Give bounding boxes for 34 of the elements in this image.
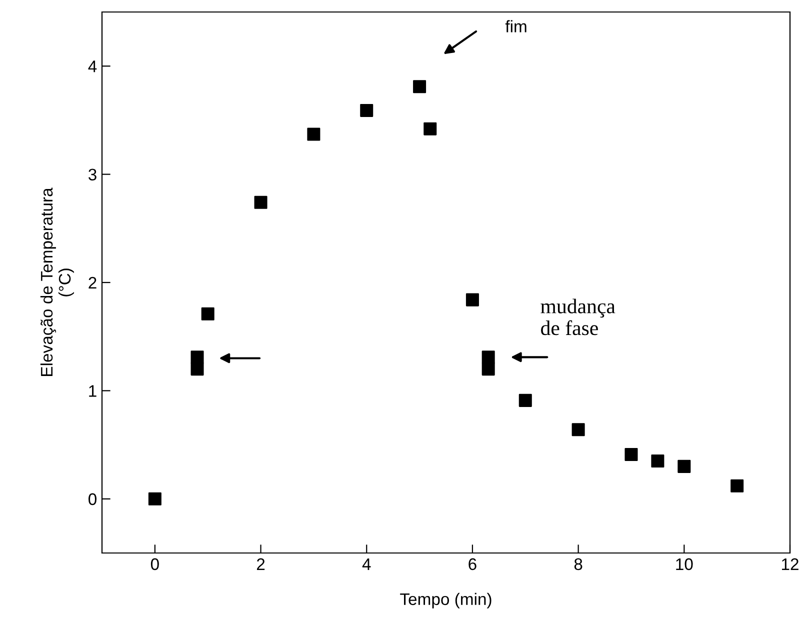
point	[482, 350, 495, 364]
x-tick-label: 2	[256, 558, 265, 570]
y-axis-title: Elevação de Temperatura (°C)	[40, 188, 74, 376]
x-tick-label: 10	[676, 558, 693, 570]
point	[148, 492, 162, 506]
y-tick-label: 0	[88, 493, 96, 506]
point	[624, 448, 638, 462]
annotation: fim	[505, 20, 526, 32]
point	[190, 350, 204, 364]
x-tick-label: 6	[468, 558, 476, 570]
point	[651, 454, 664, 468]
annotation: mudança de fase	[540, 298, 616, 336]
point	[482, 362, 495, 376]
point	[572, 423, 585, 436]
point	[413, 80, 426, 94]
y-tick-label: 4	[88, 60, 97, 72]
point	[730, 479, 744, 492]
y-tick-label: 1	[89, 385, 96, 397]
point	[254, 196, 268, 209]
point	[518, 394, 532, 407]
point	[307, 128, 320, 141]
x-tick-label: 4	[362, 558, 371, 570]
y-tick-label: 3	[88, 168, 96, 181]
point	[201, 307, 214, 320]
point	[678, 460, 691, 473]
x-axis-title: Tempo (min)	[400, 592, 492, 608]
point	[360, 104, 374, 117]
x-tick-label: 12	[782, 558, 798, 570]
y-tick-label: 2	[88, 276, 96, 289]
point	[466, 293, 479, 306]
x-tick-label: 0	[150, 558, 159, 570]
point	[424, 122, 437, 136]
point	[190, 362, 204, 376]
x-tick-label: 8	[574, 558, 582, 570]
